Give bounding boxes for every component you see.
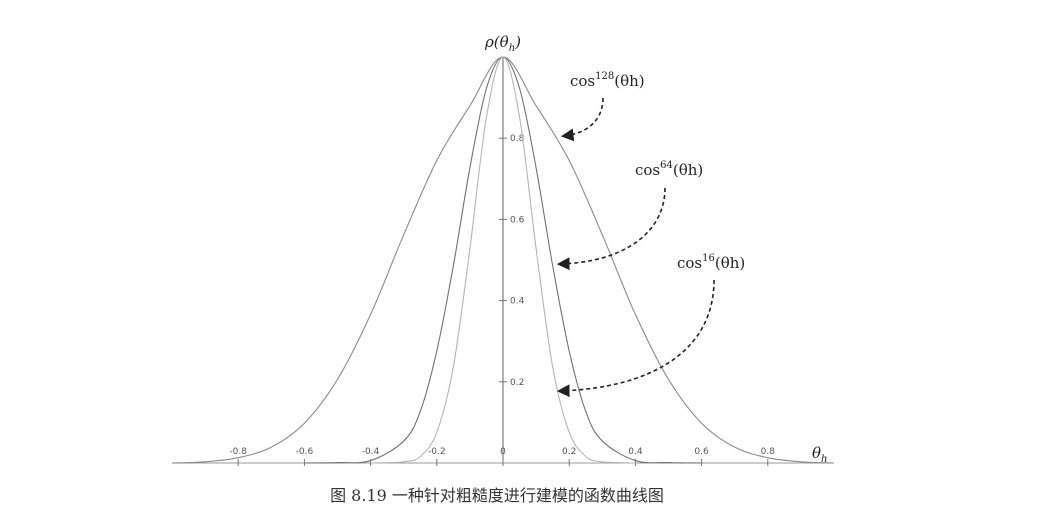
x-tick-label: -0.2 [428, 447, 446, 457]
x-tick-label: -0.4 [362, 447, 380, 457]
y-tick-label: 0.4 [510, 297, 525, 307]
cos64-label: cos64(θh) [635, 160, 703, 179]
y-ticks: 0.2 0.4 0.6 0.8 [499, 134, 525, 388]
x-tick-label: 0.8 [761, 447, 776, 457]
y-tick-label: 0.2 [510, 378, 524, 388]
figure-caption: 图 8.19 一种针对粗糙度进行建模的函数曲线图 [330, 486, 664, 505]
annotation-cos16: cos16(θh) [556, 253, 745, 398]
x-tick-label: 0.2 [562, 447, 576, 457]
x-tick-label: -0.8 [229, 447, 247, 457]
x-tick-label: -0.6 [296, 447, 314, 457]
annotation-cos128: cos128(θh) [560, 71, 645, 142]
cos128-arrow [560, 97, 604, 142]
cos128-label: cos128(θh) [570, 71, 645, 90]
x-tick-label: 0.6 [694, 447, 709, 457]
curves [171, 56, 835, 464]
y-axis-label: ρ(θh) [484, 33, 521, 54]
series-line-128 [370, 56, 636, 464]
y-tick-label: 0.8 [510, 134, 525, 144]
x-tick-label: 0.4 [628, 447, 643, 457]
cos16-label: cos16(θh) [677, 253, 745, 272]
x-axis-label: θh [812, 444, 827, 465]
y-tick-label: 0.6 [510, 215, 525, 225]
cos16-arrow [556, 279, 715, 398]
annotation-cos64: cos64(θh) [556, 160, 703, 271]
x-tick-label: 0 [500, 447, 506, 457]
cos64-arrow [556, 187, 666, 271]
